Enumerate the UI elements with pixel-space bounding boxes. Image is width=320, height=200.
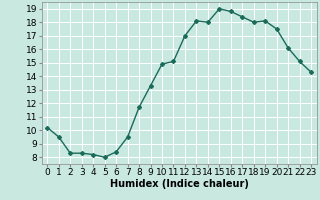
X-axis label: Humidex (Indice chaleur): Humidex (Indice chaleur) — [110, 179, 249, 189]
